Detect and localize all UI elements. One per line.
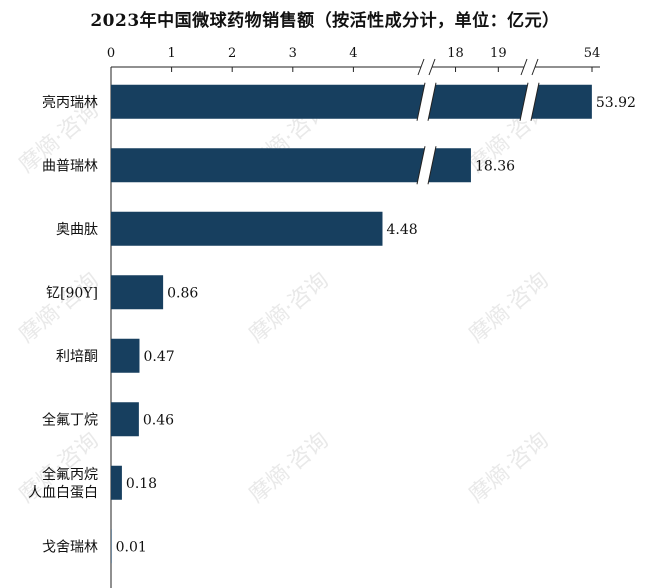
x-tick-label: 4 xyxy=(349,46,357,61)
data-label: 0.01 xyxy=(116,539,147,555)
category-label: 亮丙瑞林 xyxy=(42,94,98,111)
axis-break-mark xyxy=(417,58,425,76)
axis-break-mark xyxy=(520,58,528,76)
bar xyxy=(111,211,383,246)
x-tick-label: 18 xyxy=(447,46,464,61)
data-label: 0.46 xyxy=(143,412,174,428)
bar-break-mark xyxy=(427,82,437,121)
bar xyxy=(111,148,471,183)
bar-break-gap xyxy=(417,82,436,121)
category-label: 奥曲肽 xyxy=(56,221,98,238)
category-label: 钇[90Y] xyxy=(46,285,98,301)
category-label: 全氟丙烷 xyxy=(42,466,98,483)
x-tick-label: 54 xyxy=(584,46,601,61)
category-label: 曲普瑞林 xyxy=(42,158,98,174)
category-label: 人血白蛋白 xyxy=(28,485,98,501)
bar xyxy=(111,465,122,500)
bar xyxy=(111,529,112,564)
x-tick-label: 19 xyxy=(490,46,507,61)
bar-break-mark xyxy=(416,82,426,121)
x-tick-label: 0 xyxy=(107,46,115,61)
bar-break-mark xyxy=(427,146,437,185)
data-label: 18.36 xyxy=(475,158,515,174)
x-tick-label: 1 xyxy=(167,46,175,61)
bar xyxy=(111,338,140,373)
bar xyxy=(111,402,139,437)
bar-break-mark xyxy=(530,82,540,121)
category-label: 利培酮 xyxy=(56,349,98,365)
data-label: 0.47 xyxy=(143,349,174,365)
axis-break-mark xyxy=(428,58,436,76)
category-label: 全氟丁烷 xyxy=(42,411,98,428)
bar-break-mark xyxy=(416,146,426,185)
data-label: 4.48 xyxy=(386,222,417,238)
bar-break-gap xyxy=(520,82,539,121)
data-label: 0.86 xyxy=(167,285,198,301)
chart-title: 2023年中国微球药物销售额（按活性成分计，单位：亿元） xyxy=(90,11,560,31)
bar-break-gap xyxy=(417,146,436,185)
x-tick-label: 2 xyxy=(228,46,236,61)
bar xyxy=(111,275,164,310)
category-label: 戈舍瑞林 xyxy=(42,539,98,555)
data-label: 53.92 xyxy=(596,95,636,111)
x-tick-label: 3 xyxy=(289,46,297,61)
bar-break-mark xyxy=(519,82,529,121)
axis-break-mark xyxy=(531,58,539,76)
bar xyxy=(111,84,592,119)
data-label: 0.18 xyxy=(126,476,157,492)
